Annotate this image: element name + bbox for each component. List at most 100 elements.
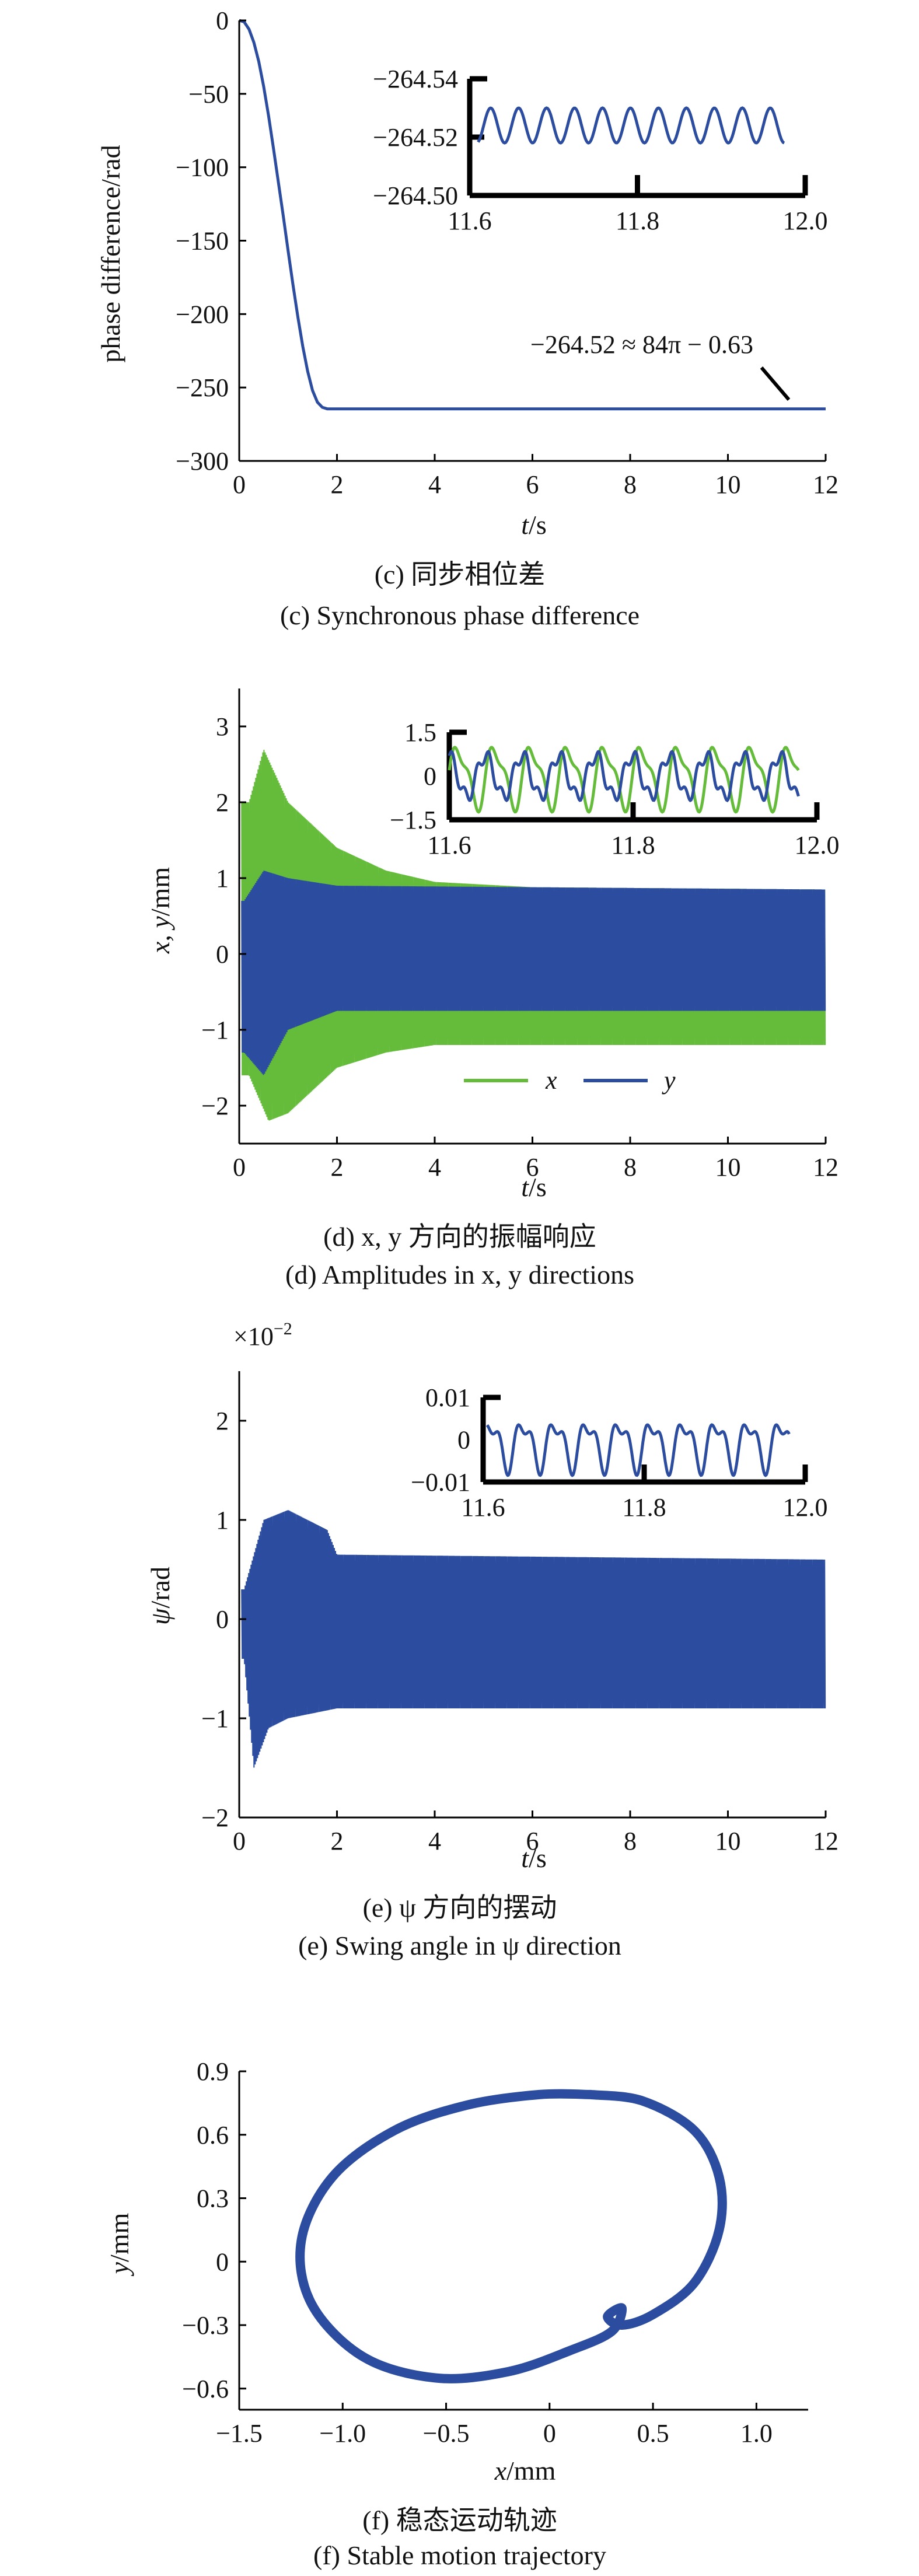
y-tick-label: −100 xyxy=(176,153,229,182)
legend-x-label: x xyxy=(545,1066,557,1095)
x-tick-label: 0 xyxy=(233,470,246,499)
panel-d-caption-en: (d) Amplitudes in x, y directions xyxy=(285,1260,634,1289)
y-tick-label: 0 xyxy=(216,2248,229,2276)
panel-f-ylabel: y/mm xyxy=(104,2213,134,2276)
y-tick-label: −1 xyxy=(201,1704,229,1733)
y-tick-label: −2 xyxy=(201,1803,229,1832)
inset-y-line xyxy=(448,749,800,803)
panel-c-caption-cn: (c) 同步相位差 xyxy=(375,560,546,589)
panel-c-ylabel: phase difference/rad xyxy=(96,145,125,362)
inset-x-tick-label: 11.6 xyxy=(461,1493,505,1522)
x-tick-label: 0 xyxy=(543,2419,556,2448)
x-tick-label: 12 xyxy=(813,1153,838,1182)
inset-x-tick-label: 12.0 xyxy=(783,207,828,235)
y-tick-label: 2 xyxy=(216,788,229,817)
y-tick-label: 2 xyxy=(216,1407,229,1435)
y-tick-label: 0 xyxy=(216,6,229,35)
panel-f-caption-cn: (f) 稳态运动轨迹 xyxy=(362,2505,557,2535)
x-tick-label: 2 xyxy=(331,470,344,499)
y-tick-label: −0.3 xyxy=(182,2311,229,2340)
inset-y-tick-label: −264.50 xyxy=(373,181,458,210)
inset-x-tick-label: 12.0 xyxy=(783,1493,828,1522)
inset-psi-line xyxy=(485,1423,791,1477)
y-tick-label: −1 xyxy=(201,1016,229,1044)
x-tick-label: 10 xyxy=(715,1153,741,1182)
y-tick-label: 1 xyxy=(216,864,229,893)
y-tick-label: 3 xyxy=(216,712,229,741)
x-tick-label: 1.0 xyxy=(740,2419,773,2448)
x-tick-label: 10 xyxy=(715,470,741,499)
x-tick-label: 0.5 xyxy=(637,2419,669,2448)
y-tick-label: −200 xyxy=(176,300,229,328)
inset-x-line xyxy=(448,746,800,814)
y-amplitude-line xyxy=(241,871,826,1075)
inset-y-tick-label: −0.01 xyxy=(411,1468,470,1497)
panel-c-caption-en: (c) Synchronous phase difference xyxy=(280,600,640,630)
motion-trajectory xyxy=(295,2089,727,2383)
panel-f-caption-en: (f) Stable motion trajectory xyxy=(313,2540,606,2570)
x-tick-label: 4 xyxy=(428,1153,441,1182)
panel-e-caption-cn: (e) ψ 方向的摆动 xyxy=(363,1893,557,1923)
inset-x-tick-label: 11.6 xyxy=(448,207,491,235)
x-tick-label: 6 xyxy=(526,1153,539,1182)
x-tick-label: 8 xyxy=(624,470,637,499)
panel-d-legend: x y xyxy=(464,1066,676,1095)
panel-e-ylabel: ψ/rad xyxy=(145,1567,175,1625)
y-tick-label: 0.3 xyxy=(197,2184,229,2213)
inset-y-tick-label: 1.5 xyxy=(404,718,436,747)
inset-x-tick-label: 12.0 xyxy=(795,831,840,859)
y-tick-label: 1 xyxy=(216,1506,229,1535)
y-tick-label: −50 xyxy=(188,80,229,109)
x-tick-label: 12 xyxy=(813,1827,838,1855)
x-tick-label: 4 xyxy=(428,470,441,499)
x-tick-label: 8 xyxy=(624,1827,637,1855)
inset-phase-line xyxy=(477,106,785,145)
panel-e-plot-lines xyxy=(241,1510,826,1768)
x-tick-label: 4 xyxy=(428,1827,441,1855)
inset-y-tick-label: −264.54 xyxy=(373,65,458,93)
panel-f-xlabel: x/mm xyxy=(494,2456,556,2486)
panel-c-xlabel: t/s xyxy=(521,510,546,540)
x-tick-label: 6 xyxy=(526,470,539,499)
inset-y-tick-label: 0.01 xyxy=(425,1383,470,1412)
inset-x-tick-label: 11.8 xyxy=(611,831,655,859)
panel-f-axes: −1.5 −1.0 −0.5 0 0.5 1.0 0.9 0.6 0.3 0 −0.3 −0.6 xyxy=(182,2057,808,2448)
panel-d-xlabel: t/s xyxy=(521,1172,546,1202)
panel-c-plot-lines xyxy=(239,19,826,411)
panel-f: −1.5 −1.0 −0.5 0 0.5 1.0 0.9 0.6 0.3 0 −0.3 −0.6 y/… xyxy=(104,2057,808,2570)
panel-d-plot-lines xyxy=(241,750,826,1121)
inset-y-tick-label: −264.52 xyxy=(373,123,458,152)
y-tick-label: −250 xyxy=(176,373,229,402)
panel-c: 0 2 4 6 8 10 12 0 −50 −100 −150 −200 −250 −300 phase … xyxy=(96,6,838,630)
x-tick-label: 0 xyxy=(233,1153,246,1182)
panel-c-annotation-pointer xyxy=(760,366,791,401)
panel-c-axes: 0 2 4 6 8 10 12 0 −50 −100 −150 −200 −250 −300 xyxy=(176,6,838,499)
panel-d-ylabel: x, y/mm xyxy=(145,867,175,954)
x-tick-label: 8 xyxy=(624,1153,637,1182)
x-tick-label: −1.0 xyxy=(319,2419,366,2448)
panel-d-caption-cn: (d) x, y 方向的振幅响应 xyxy=(323,1222,596,1252)
inset-y-tick-label: −1.5 xyxy=(390,806,436,834)
y-tick-label: −150 xyxy=(176,227,229,256)
y-tick-label: 0.6 xyxy=(197,2121,229,2149)
y-tick-label: −2 xyxy=(201,1092,229,1120)
panel-c-annotation: −264.52 ≈ 84π − 0.63 xyxy=(530,330,753,359)
x-tick-label: −1.5 xyxy=(216,2419,263,2448)
x-tick-label: 2 xyxy=(331,1827,344,1855)
inset-x-tick-label: 11.8 xyxy=(616,207,659,235)
y-tick-label: 0.9 xyxy=(197,2057,229,2086)
x-tick-label: 2 xyxy=(331,1153,344,1182)
inset-x-tick-label: 11.8 xyxy=(622,1493,666,1522)
panel-f-plot-lines xyxy=(295,2089,727,2383)
panel-d-inset: 1.5 0 −1.511.6 11.8 12.0 xyxy=(390,718,839,859)
inset-y-tick-label: 0 xyxy=(424,762,436,791)
y-tick-label: 0 xyxy=(216,940,229,969)
y-tick-label: −300 xyxy=(176,447,229,476)
inset-x-tick-label: 11.6 xyxy=(427,831,471,859)
panel-e-xlabel: t/s xyxy=(521,1843,546,1873)
